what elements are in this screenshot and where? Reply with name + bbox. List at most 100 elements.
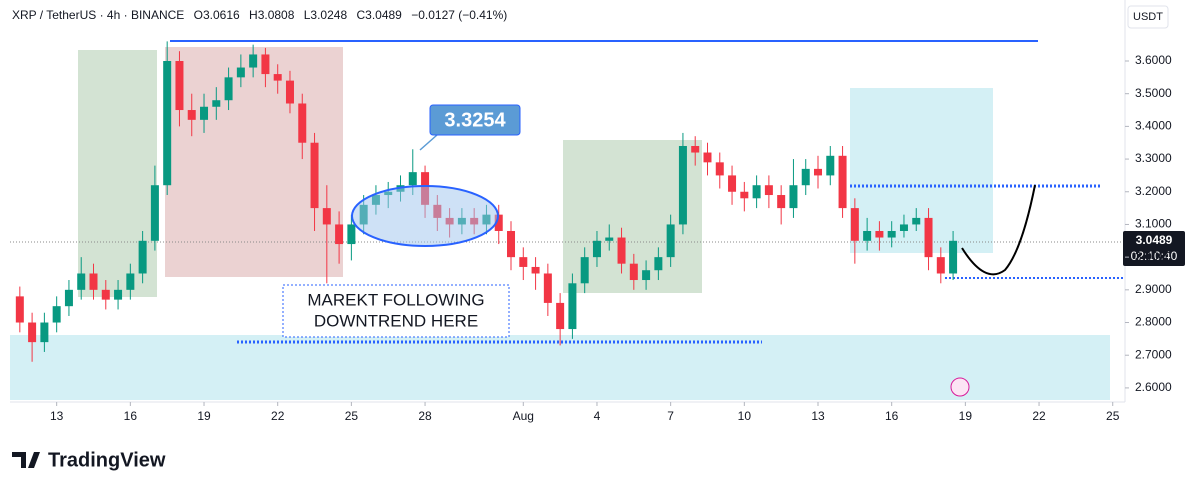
candle-body: [936, 257, 945, 274]
x-tick-label: 28: [418, 409, 432, 423]
y-tick-label: 3.3000: [1135, 151, 1172, 165]
candle-body: [777, 195, 786, 209]
candle-body: [850, 208, 859, 241]
candle-body: [814, 168, 823, 176]
candle-body: [863, 230, 872, 241]
candle-body: [310, 142, 319, 209]
x-tick-label: 16: [885, 409, 899, 423]
candle-body: [764, 185, 773, 196]
y-tick-label: 3.1000: [1135, 217, 1172, 231]
candle-body: [543, 273, 552, 303]
candle-body: [212, 100, 221, 107]
x-tick-label: 4: [594, 409, 601, 423]
x-tick-label: 19: [197, 409, 211, 423]
currency: USDT: [1133, 11, 1163, 23]
open: O3.0616: [194, 8, 240, 22]
x-tick-label: 22: [271, 409, 285, 423]
high: H3.0808: [249, 8, 295, 22]
y-tick-label: 3.0000: [1135, 249, 1172, 263]
candle-body: [678, 145, 687, 225]
candle-body: [40, 322, 49, 343]
annotation-text: DOWNTREND HERE: [314, 311, 478, 330]
candle-body: [605, 237, 614, 241]
candle-body: [838, 155, 847, 209]
candle-body: [715, 162, 724, 176]
callout-pointer: [419, 134, 438, 151]
callout-label: 3.3254: [444, 109, 506, 131]
y-tick-label: 2.6000: [1135, 380, 1172, 394]
x-tick-label: 7: [667, 409, 674, 423]
x-tick-label: 10: [738, 409, 752, 423]
x-tick-label: Aug: [513, 409, 534, 423]
event-icon[interactable]: [950, 377, 970, 397]
candle-body: [126, 273, 135, 290]
candle-body: [642, 270, 651, 281]
candle-body: [150, 185, 159, 241]
candle-body: [740, 191, 749, 199]
y-tick-label: 3.4000: [1135, 119, 1172, 133]
countdown: 02:10:40: [1131, 249, 1178, 263]
candle-body: [52, 306, 61, 323]
x-tick-label: 13: [811, 409, 825, 423]
close: C3.0489: [356, 8, 402, 22]
candle-body: [752, 185, 761, 199]
candle-body: [519, 257, 528, 267]
candle-body: [77, 273, 86, 290]
candle-body: [347, 224, 356, 245]
candle-body: [531, 266, 540, 274]
brand: TradingView: [48, 449, 166, 471]
candle-body: [224, 77, 233, 101]
candle-body: [236, 67, 245, 78]
last-price-box: [1123, 231, 1185, 266]
candle-body: [592, 240, 601, 258]
candle-body: [273, 74, 282, 81]
y-tick-label: 3.5000: [1135, 86, 1172, 100]
x-tick-label: 16: [124, 409, 138, 423]
y-tick-label: 2.7000: [1135, 347, 1172, 361]
candle-body: [728, 175, 737, 192]
candle-body: [924, 217, 933, 258]
target-zone: [850, 88, 993, 253]
candle-body: [949, 240, 958, 274]
candle-body: [912, 217, 921, 225]
candle-body: [875, 230, 884, 238]
candle-body: [28, 322, 37, 343]
currency-box[interactable]: [1127, 5, 1169, 29]
x-tick-label: 22: [1032, 409, 1046, 423]
candle-body: [249, 54, 258, 68]
candle-body: [64, 289, 73, 307]
candle-body: [654, 257, 663, 271]
x-tick-label: 25: [345, 409, 359, 423]
annotation-text: MAREKT FOLLOWING: [307, 290, 484, 309]
candle-body: [175, 60, 184, 111]
y-tick-label: 3.6000: [1135, 53, 1172, 67]
candle-body: [138, 240, 147, 274]
candle-body: [322, 208, 331, 225]
candle-body: [408, 172, 417, 186]
y-tick-label: 2.9000: [1135, 282, 1172, 296]
candle-body: [556, 302, 565, 330]
low: L3.0248: [304, 8, 348, 22]
consolidation-ellipse: [351, 185, 499, 247]
brand-logo: [12, 452, 40, 468]
candle-body: [15, 296, 24, 323]
header: XRP / TetherUS · 4h · BINANCE O3.0616 H3…: [12, 8, 507, 22]
callout-box: [429, 104, 521, 136]
candle-body: [629, 263, 638, 281]
x-tick-label: 13: [50, 409, 64, 423]
candle-body: [335, 224, 344, 245]
candle-body: [200, 106, 209, 120]
candle-body: [826, 155, 835, 176]
support-zone: [10, 335, 1110, 400]
last-price: 3.0489: [1136, 233, 1173, 247]
candle-body: [617, 237, 626, 264]
candle-body: [187, 110, 196, 120]
annotation-box: [282, 284, 510, 338]
candle-body: [789, 185, 798, 209]
candle-body: [801, 168, 810, 186]
projection-curve: [961, 184, 1036, 276]
y-tick-label: 2.8000: [1135, 315, 1172, 329]
candle-body: [666, 224, 675, 258]
candle-body: [89, 273, 98, 290]
